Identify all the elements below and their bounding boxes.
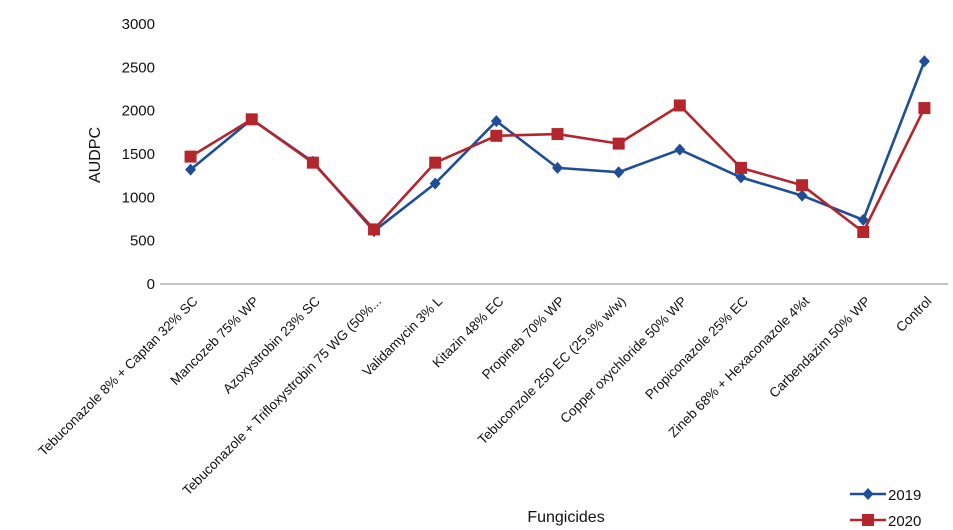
y-tick-label: 3000 <box>122 16 155 33</box>
y-tick-label: 500 <box>130 233 155 250</box>
data-point <box>857 213 869 226</box>
data-point <box>674 143 686 156</box>
data-point <box>184 150 197 163</box>
y-tick-label: 2000 <box>122 103 155 120</box>
y-tick-label: 0 <box>147 276 155 293</box>
series-group <box>184 55 931 238</box>
legend-item: 2019 <box>850 487 921 504</box>
x-axis-ticks: Tebuconazole 8% + Captan 32% SCMancozeb … <box>35 293 934 498</box>
data-point <box>552 161 563 174</box>
y-axis-title: AUDPC <box>87 127 104 183</box>
y-tick-label: 1500 <box>122 146 155 163</box>
data-point <box>306 156 319 169</box>
x-axis-title: Fungicides <box>527 509 604 526</box>
y-axis-ticks: 0 500 1000 1500 2000 2500 3000 <box>122 16 155 293</box>
x-tick-label: Propiconazole 25% EC <box>642 293 751 402</box>
data-point <box>918 55 930 68</box>
legend-item: 2020 <box>850 513 921 530</box>
series-2019 <box>185 55 930 238</box>
y-tick-label: 1000 <box>122 189 155 206</box>
y-tick-label: 2500 <box>122 59 155 76</box>
series-line <box>189 60 926 233</box>
data-point <box>551 128 564 141</box>
data-point <box>918 102 931 115</box>
data-point <box>857 226 870 238</box>
data-point <box>796 189 808 202</box>
data-point <box>613 166 625 179</box>
data-point <box>490 129 503 142</box>
series-2020 <box>184 99 931 238</box>
data-point <box>796 179 809 192</box>
x-tick-label: Carbendazim 50% WP <box>766 294 873 401</box>
x-tick-label: Control <box>893 294 934 335</box>
legend-marker <box>862 488 874 500</box>
legend-label: 2020 <box>888 513 921 530</box>
data-point <box>429 177 441 190</box>
legend-marker <box>862 514 874 526</box>
data-point <box>734 161 747 174</box>
data-point <box>368 223 381 236</box>
data-point <box>673 99 686 112</box>
data-point <box>735 171 747 184</box>
data-point <box>245 113 258 126</box>
x-tick-label: Copper oxychloride 50% WP <box>557 294 690 427</box>
legend: 2019 2020 <box>850 487 921 530</box>
legend-label: 2019 <box>888 487 921 504</box>
data-point <box>612 137 625 150</box>
data-point <box>490 115 502 128</box>
data-point <box>429 156 442 169</box>
data-point <box>185 163 197 176</box>
